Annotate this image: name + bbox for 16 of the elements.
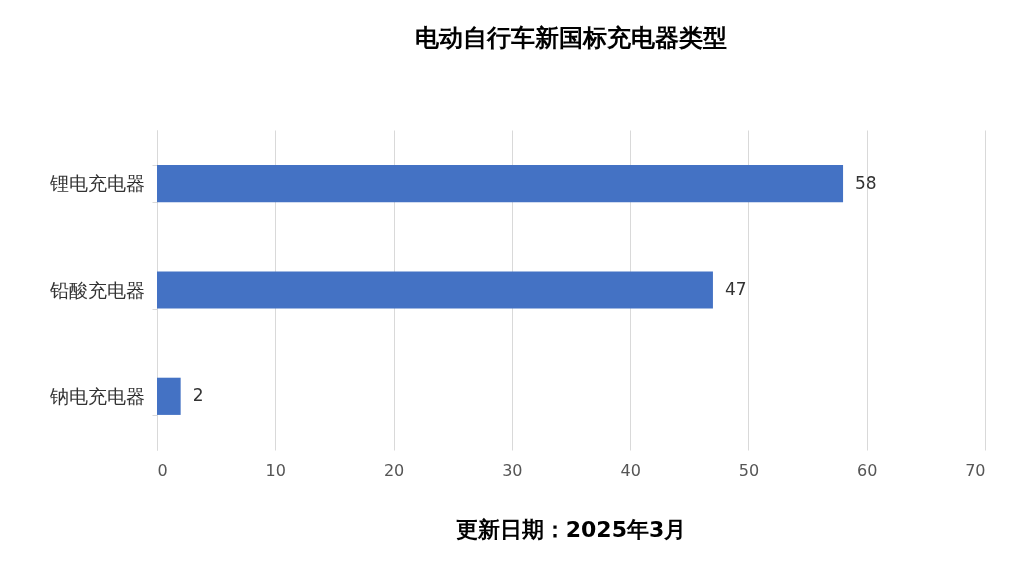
- x-tick-label: 0: [157, 460, 168, 480]
- text: 更新日期：2025年3月: [455, 517, 687, 542]
- y-tick-label: 铅酸充电器: [48, 278, 145, 301]
- x-tick-label: 30: [502, 460, 523, 480]
- x-tick-label: 70: [965, 460, 986, 480]
- x-tick-label: 20: [383, 460, 405, 480]
- data-label: 47: [724, 279, 747, 299]
- x-tick-label: 60: [857, 460, 878, 480]
- data-label: 58: [855, 172, 877, 193]
- x-tick-label: 10: [265, 460, 286, 480]
- y-tick-label: 锂电充电器: [48, 172, 145, 195]
- x-tick-label: 50: [738, 460, 760, 480]
- data-label: 2: [192, 385, 204, 406]
- y-tick-label: 钠电充电器: [48, 384, 145, 407]
- chart-title: 电动自行车新国标充电器类型: [415, 24, 727, 52]
- x-tick-label: 40: [620, 460, 641, 480]
